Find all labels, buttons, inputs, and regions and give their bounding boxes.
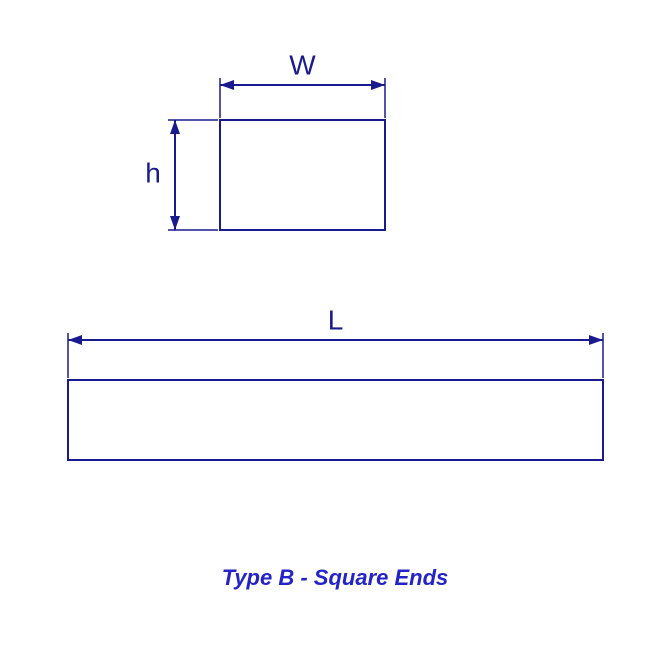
svg-text:h: h [145, 157, 161, 188]
side-view: L [68, 304, 603, 460]
svg-text:L: L [328, 304, 344, 335]
svg-text:W: W [289, 49, 316, 80]
end-view: Wh [145, 49, 385, 230]
caption-text: Type B - Square Ends [0, 565, 670, 591]
technical-drawing: Wh L [68, 49, 603, 460]
